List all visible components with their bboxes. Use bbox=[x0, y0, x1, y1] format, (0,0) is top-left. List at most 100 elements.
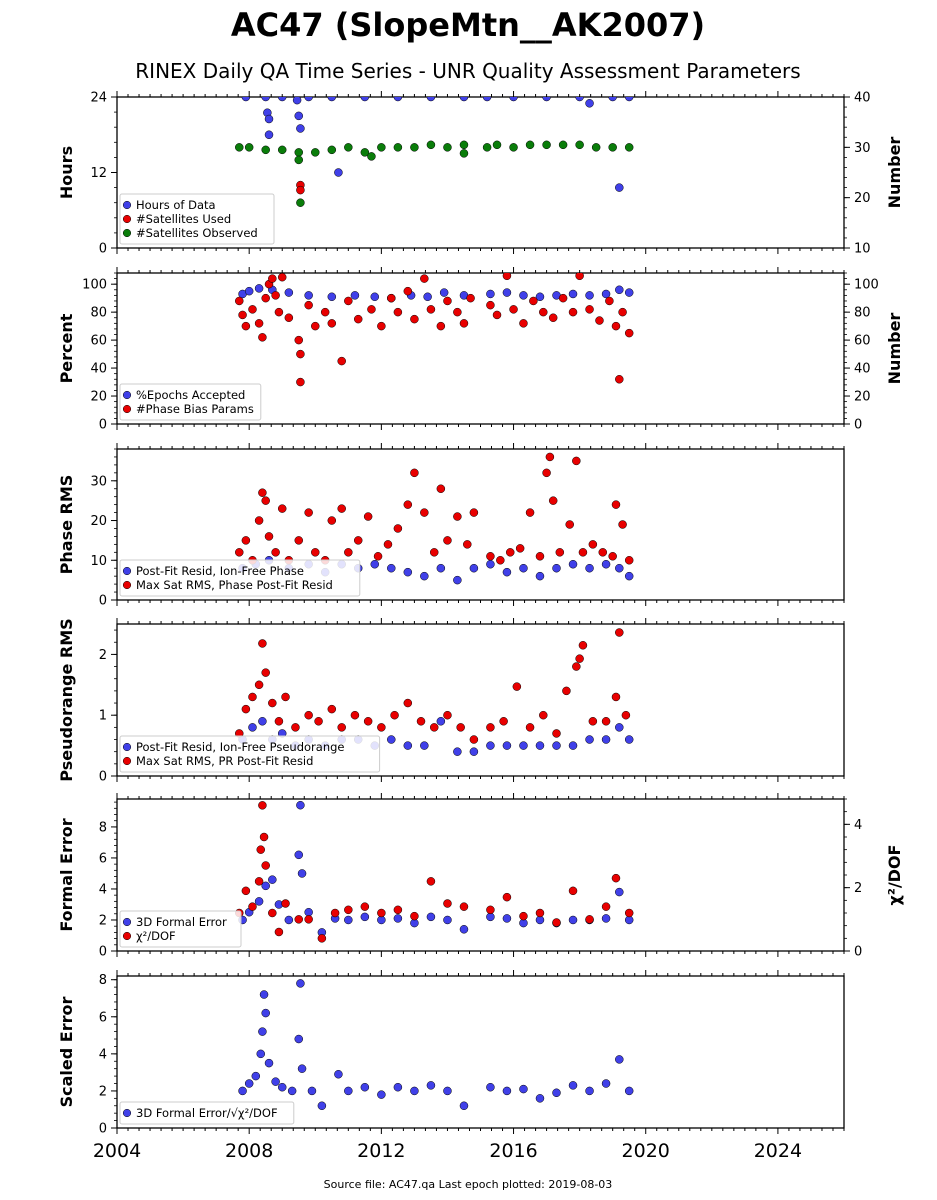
data-point bbox=[426, 1081, 436, 1090]
legend-entry: %Epochs Accepted bbox=[136, 388, 245, 402]
data-point bbox=[294, 850, 303, 860]
data-point bbox=[393, 905, 403, 915]
data-point bbox=[261, 496, 270, 505]
data-point bbox=[344, 1086, 353, 1096]
data-point bbox=[585, 563, 594, 573]
data-point bbox=[337, 356, 346, 366]
points-group bbox=[235, 800, 634, 943]
data-point bbox=[403, 698, 413, 708]
data-point bbox=[294, 335, 303, 345]
legend-entry: Max Sat RMS, Phase Post-Fit Resid bbox=[136, 578, 333, 592]
data-point bbox=[304, 915, 313, 924]
data-point bbox=[624, 556, 634, 565]
data-point bbox=[244, 286, 254, 296]
data-point bbox=[258, 717, 267, 726]
data-point bbox=[591, 143, 601, 152]
data-point bbox=[241, 321, 251, 331]
data-point bbox=[611, 692, 621, 702]
data-point bbox=[568, 289, 578, 299]
data-point bbox=[294, 111, 303, 121]
data-point bbox=[443, 536, 452, 545]
y-tick-label: 0 bbox=[99, 770, 107, 785]
data-point bbox=[377, 908, 386, 918]
data-point bbox=[572, 662, 581, 671]
data-point bbox=[344, 905, 353, 915]
data-point bbox=[499, 717, 508, 726]
data-point bbox=[241, 704, 251, 714]
legend-entry: Max Sat RMS, PR Post-Fit Resid bbox=[136, 754, 313, 768]
data-point bbox=[621, 710, 631, 720]
y-axis-label: Formal Error bbox=[57, 818, 76, 931]
data-point bbox=[502, 273, 512, 281]
data-point bbox=[585, 915, 594, 924]
data-point bbox=[575, 273, 584, 281]
data-point bbox=[615, 723, 624, 732]
data-point bbox=[552, 729, 561, 738]
data-point bbox=[281, 692, 290, 702]
data-point bbox=[519, 741, 528, 750]
data-point bbox=[327, 292, 337, 302]
data-point bbox=[615, 375, 624, 384]
data-point bbox=[403, 500, 413, 509]
data-point bbox=[294, 1034, 303, 1044]
data-point bbox=[502, 892, 512, 902]
data-point bbox=[575, 140, 584, 150]
data-point bbox=[568, 886, 578, 896]
data-point bbox=[578, 548, 588, 557]
data-point bbox=[469, 747, 479, 756]
y-right-tick-label: 20 bbox=[854, 390, 871, 405]
data-point bbox=[360, 912, 370, 922]
data-point bbox=[297, 869, 307, 878]
data-point bbox=[535, 908, 545, 918]
y-tick-label: 30 bbox=[90, 474, 107, 489]
data-point bbox=[296, 349, 305, 359]
data-point bbox=[624, 571, 634, 581]
data-point bbox=[486, 552, 495, 561]
data-point bbox=[463, 540, 472, 549]
data-point bbox=[367, 152, 376, 161]
x-tick-label: 2008 bbox=[225, 1140, 273, 1162]
data-point bbox=[296, 979, 305, 988]
data-point bbox=[585, 291, 594, 300]
data-point bbox=[429, 723, 439, 732]
data-point bbox=[284, 313, 294, 322]
data-point bbox=[429, 548, 439, 557]
data-point bbox=[459, 140, 469, 150]
data-point bbox=[552, 741, 561, 750]
data-point bbox=[377, 321, 386, 331]
data-point bbox=[624, 735, 634, 744]
data-point bbox=[615, 183, 624, 192]
data-point bbox=[443, 1086, 452, 1096]
data-point bbox=[459, 149, 469, 158]
data-point bbox=[363, 512, 373, 521]
data-point bbox=[311, 548, 320, 557]
data-point bbox=[241, 886, 251, 896]
data-point bbox=[344, 915, 353, 925]
data-point bbox=[558, 140, 568, 150]
data-point bbox=[426, 305, 436, 314]
y-axis-label-right: Number bbox=[885, 313, 904, 385]
data-point bbox=[601, 735, 611, 744]
data-point bbox=[258, 639, 267, 648]
data-point bbox=[294, 915, 303, 924]
data-point bbox=[486, 289, 495, 299]
data-point bbox=[558, 293, 568, 303]
data-point bbox=[377, 723, 386, 732]
data-point bbox=[555, 548, 565, 557]
data-point bbox=[519, 319, 528, 328]
data-point bbox=[443, 915, 452, 925]
data-point bbox=[241, 536, 251, 545]
data-point bbox=[297, 1064, 307, 1073]
legend-entry: Post-Fit Resid, Ion-Free Pseudorange bbox=[136, 740, 344, 754]
data-point bbox=[327, 704, 337, 714]
data-point bbox=[601, 1079, 611, 1088]
data-point bbox=[453, 512, 462, 521]
points-group bbox=[238, 979, 634, 1111]
panel-6: 0 2 4 6 8 Scaled Error 3D Formal Error/√χ²/DOF… bbox=[57, 970, 845, 1162]
y-right-tick-label: 60 bbox=[854, 334, 871, 349]
data-point bbox=[403, 741, 413, 750]
legend-marker bbox=[122, 580, 132, 590]
legend-entry: 3D Formal Error/√χ²/DOF bbox=[136, 1106, 278, 1120]
data-point bbox=[393, 307, 403, 317]
data-point bbox=[502, 741, 512, 750]
